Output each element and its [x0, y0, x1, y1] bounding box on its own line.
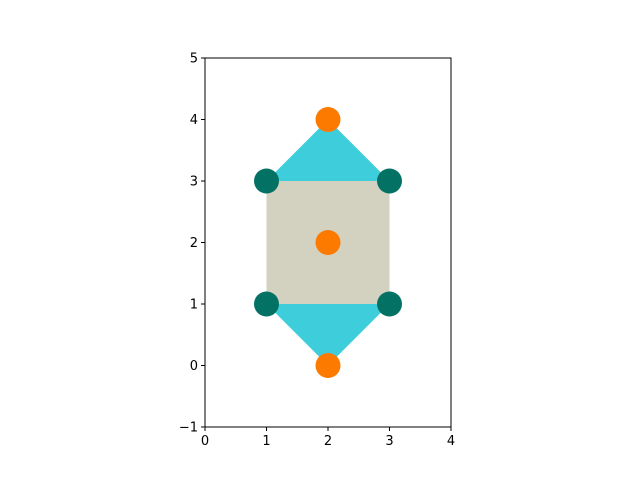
data-point-s1-2	[315, 353, 341, 378]
y-tick-label: 4	[190, 113, 198, 128]
x-tick-label: 1	[262, 434, 270, 449]
data-point-s0-0	[254, 168, 279, 194]
x-tick-label: 2	[324, 434, 332, 449]
data-point-s1-1	[315, 230, 341, 255]
y-tick-label: 0	[190, 359, 198, 374]
x-axis: 0 1 2 3 4	[201, 427, 455, 449]
plot-area	[254, 107, 402, 378]
y-tick-label: 3	[190, 175, 198, 190]
data-point-s0-1	[377, 168, 402, 194]
data-point-s0-2	[254, 291, 279, 317]
polygon-1	[266, 304, 390, 366]
x-tick-label: 4	[447, 434, 455, 449]
y-tick-label: 5	[190, 52, 198, 67]
x-tick-label: 3	[385, 434, 393, 449]
y-tick-label: 1	[190, 298, 198, 313]
data-point-s1-0	[315, 107, 341, 132]
x-tick-label: 0	[201, 434, 209, 449]
polygon-0	[266, 119, 390, 181]
y-axis: −1 0 1 2 3 4 5	[179, 52, 205, 436]
data-point-s0-3	[377, 291, 402, 317]
y-tick-label: −1	[179, 421, 198, 436]
y-tick-label: 2	[190, 236, 198, 251]
